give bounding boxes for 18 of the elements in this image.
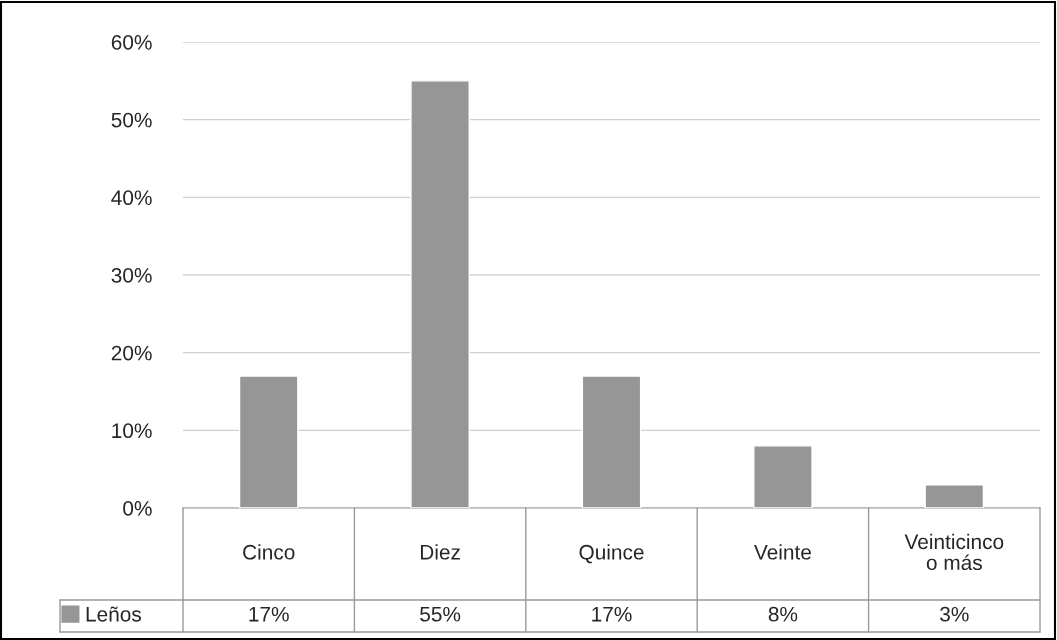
data-label: 3% [940,606,969,622]
y-tick-label: 60% [111,35,152,50]
y-tick-label: 10% [112,423,152,439]
y-tick-label: 20% [111,345,152,361]
x-tick-label: Veinticinco o más [904,533,1004,571]
x-tick-label: Cinco [243,544,295,560]
y-tick-label: 50% [111,112,152,128]
x-tick-label: Veinte [754,544,811,560]
data-label: 17% [249,606,289,622]
y-tick-label: 30% [111,268,152,283]
y-tick-label: 0% [123,501,152,516]
data-label: 55% [420,606,461,622]
data-label: 8% [768,606,798,622]
y-tick-label: 40% [111,190,152,206]
legend-label: Leños [86,606,142,622]
data-label: 17% [592,606,632,622]
x-tick-label: Diez [420,544,460,560]
x-tick-label: Quince [579,544,644,564]
